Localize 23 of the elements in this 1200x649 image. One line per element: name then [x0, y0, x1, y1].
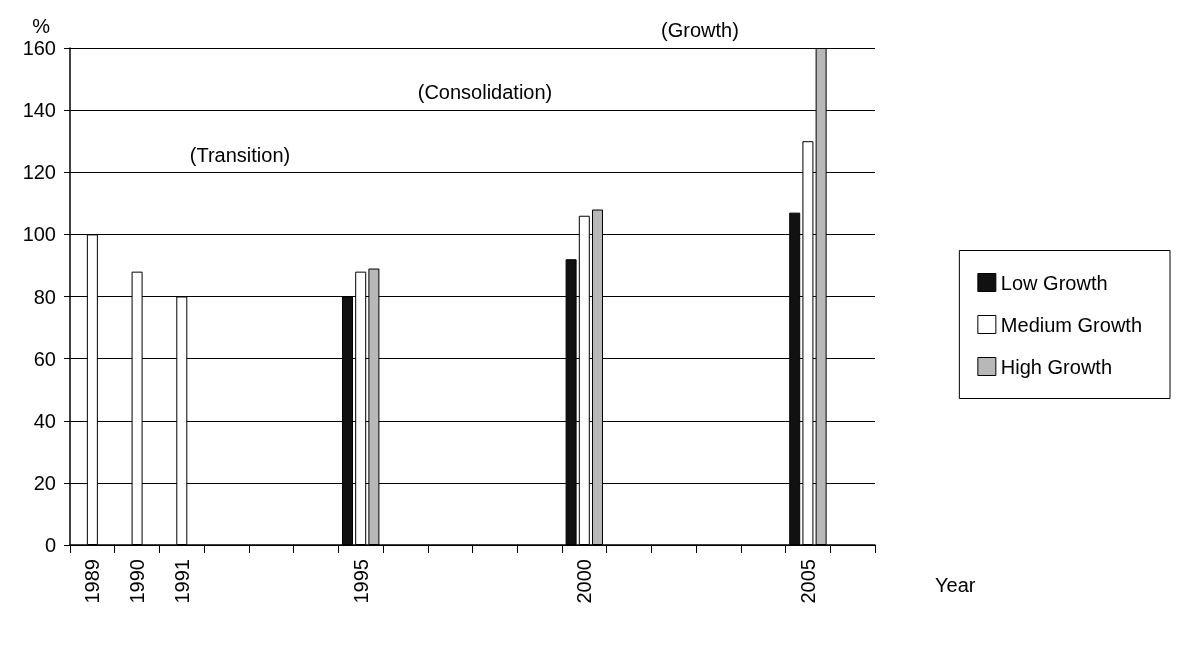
y-axis-title: % [32, 15, 51, 37]
legend-label: High Growth [1000, 355, 1112, 378]
y-tick-label: 0 [44, 534, 56, 556]
x-tick-label: 1990 [126, 559, 149, 604]
y-tick-label: 40 [33, 409, 56, 432]
x-tick-label: 1995 [349, 559, 372, 604]
y-tick-label: 100 [22, 223, 56, 246]
y-tick-label: 20 [33, 471, 56, 494]
annotation: (Transition) [189, 144, 291, 166]
legend-label: Medium Growth [1000, 313, 1142, 336]
x-tick-label: 2000 [573, 559, 596, 604]
y-tick-label: 140 [22, 99, 56, 122]
x-tick-label: 1991 [170, 559, 193, 604]
x-axis-title: Year [935, 574, 976, 596]
y-tick-label: 60 [33, 347, 56, 370]
y-tick-label: 120 [22, 161, 56, 184]
annotation: (Consolidation) [417, 81, 553, 103]
y-tick-label: 80 [33, 285, 56, 308]
x-tick-label: 1989 [81, 559, 104, 604]
text: (Growth) [661, 19, 739, 41]
y-tick-label: 160 [22, 37, 56, 59]
x-tick-label: 2005 [796, 559, 819, 604]
legend-label: Low Growth [1000, 271, 1108, 294]
